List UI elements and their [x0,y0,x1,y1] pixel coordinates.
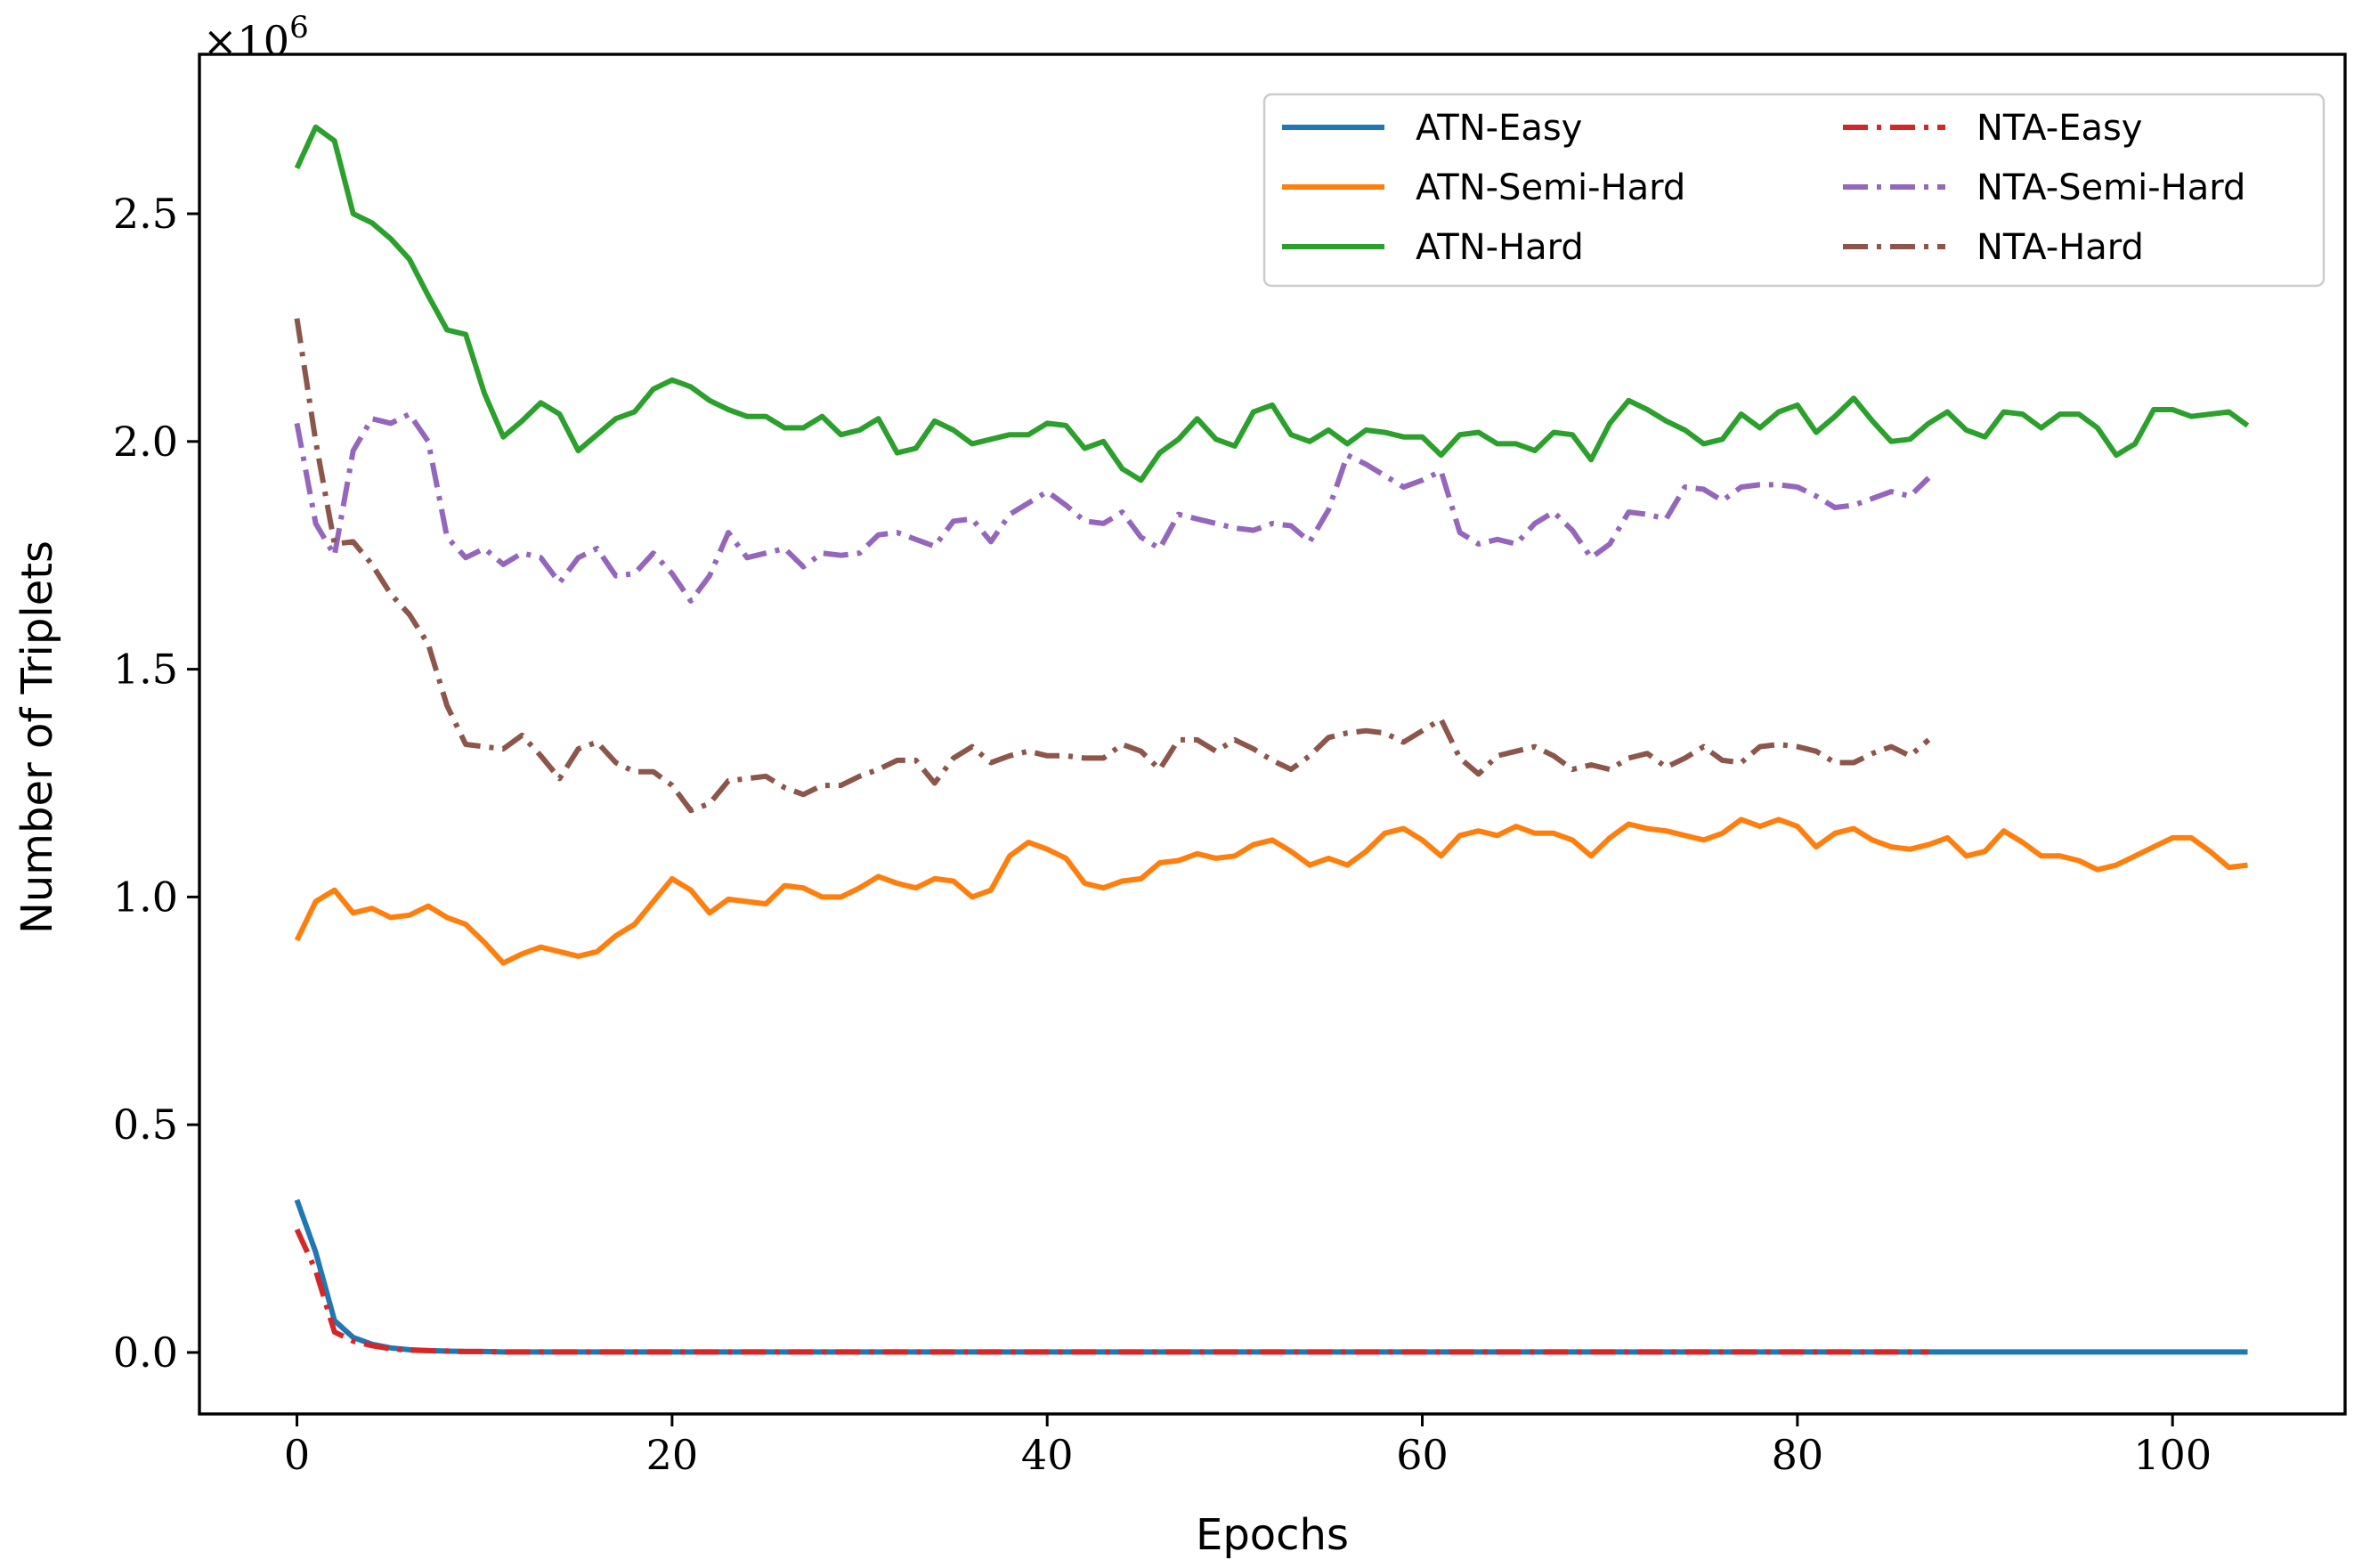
y-tick-label: 1.0 [113,873,178,921]
y-axis-label: Number of Triplets [12,540,62,934]
x-tick-label: 100 [2133,1431,2212,1479]
legend-label-nta-hard: NTA-Hard [1976,227,2144,268]
x-tick-label: 0 [284,1431,310,1479]
legend-label-atn-easy: ATN-Easy [1416,108,1582,149]
series-line-nta-semi-hard [294,411,1931,604]
series-layer [294,124,2250,1355]
series-line-nta-easy [294,1228,1929,1355]
y-scale-base: ×10 [203,17,289,65]
legend-label-atn-hard: ATN-Hard [1416,227,1584,268]
y-tick-label: 0.5 [113,1101,178,1149]
y-scale-multiplier: ×106 [203,10,309,65]
x-tick-label: 40 [1021,1431,1074,1479]
x-axis-label: Epochs [1196,1510,1349,1560]
y-tick-label: 2.0 [113,418,178,466]
series-line-nta-hard [294,318,1931,814]
plot-frame [198,53,2347,1416]
series-line-atn-semi-hard [294,816,2248,966]
y-tick-label: 1.5 [113,646,178,694]
y-tick-label: 2.5 [113,190,178,238]
legend-label-nta-easy: NTA-Easy [1976,108,2142,149]
series-line-atn-hard [294,124,2250,483]
legend-label-atn-semi-hard: ATN-Semi-Hard [1416,167,1685,208]
x-tick-label: 20 [646,1431,699,1479]
x-tick-label: 80 [1772,1431,1824,1479]
x-tick-label: 60 [1396,1431,1449,1479]
legend: ATN-Easy ATN-Semi-Hard ATN-Hard NTA-Easy NTA… [1262,93,2325,288]
y-tick-label: 0.0 [113,1328,178,1377]
y-scale-exponent: 6 [289,10,309,45]
legend-box [1262,93,2325,288]
legend-label-nta-semi-hard: NTA-Semi-Hard [1976,167,2245,208]
axis-ticks: 0 20 40 60 80 100 0.0 0.5 1.0 1.5 2.0 2.5 [113,190,2212,1479]
